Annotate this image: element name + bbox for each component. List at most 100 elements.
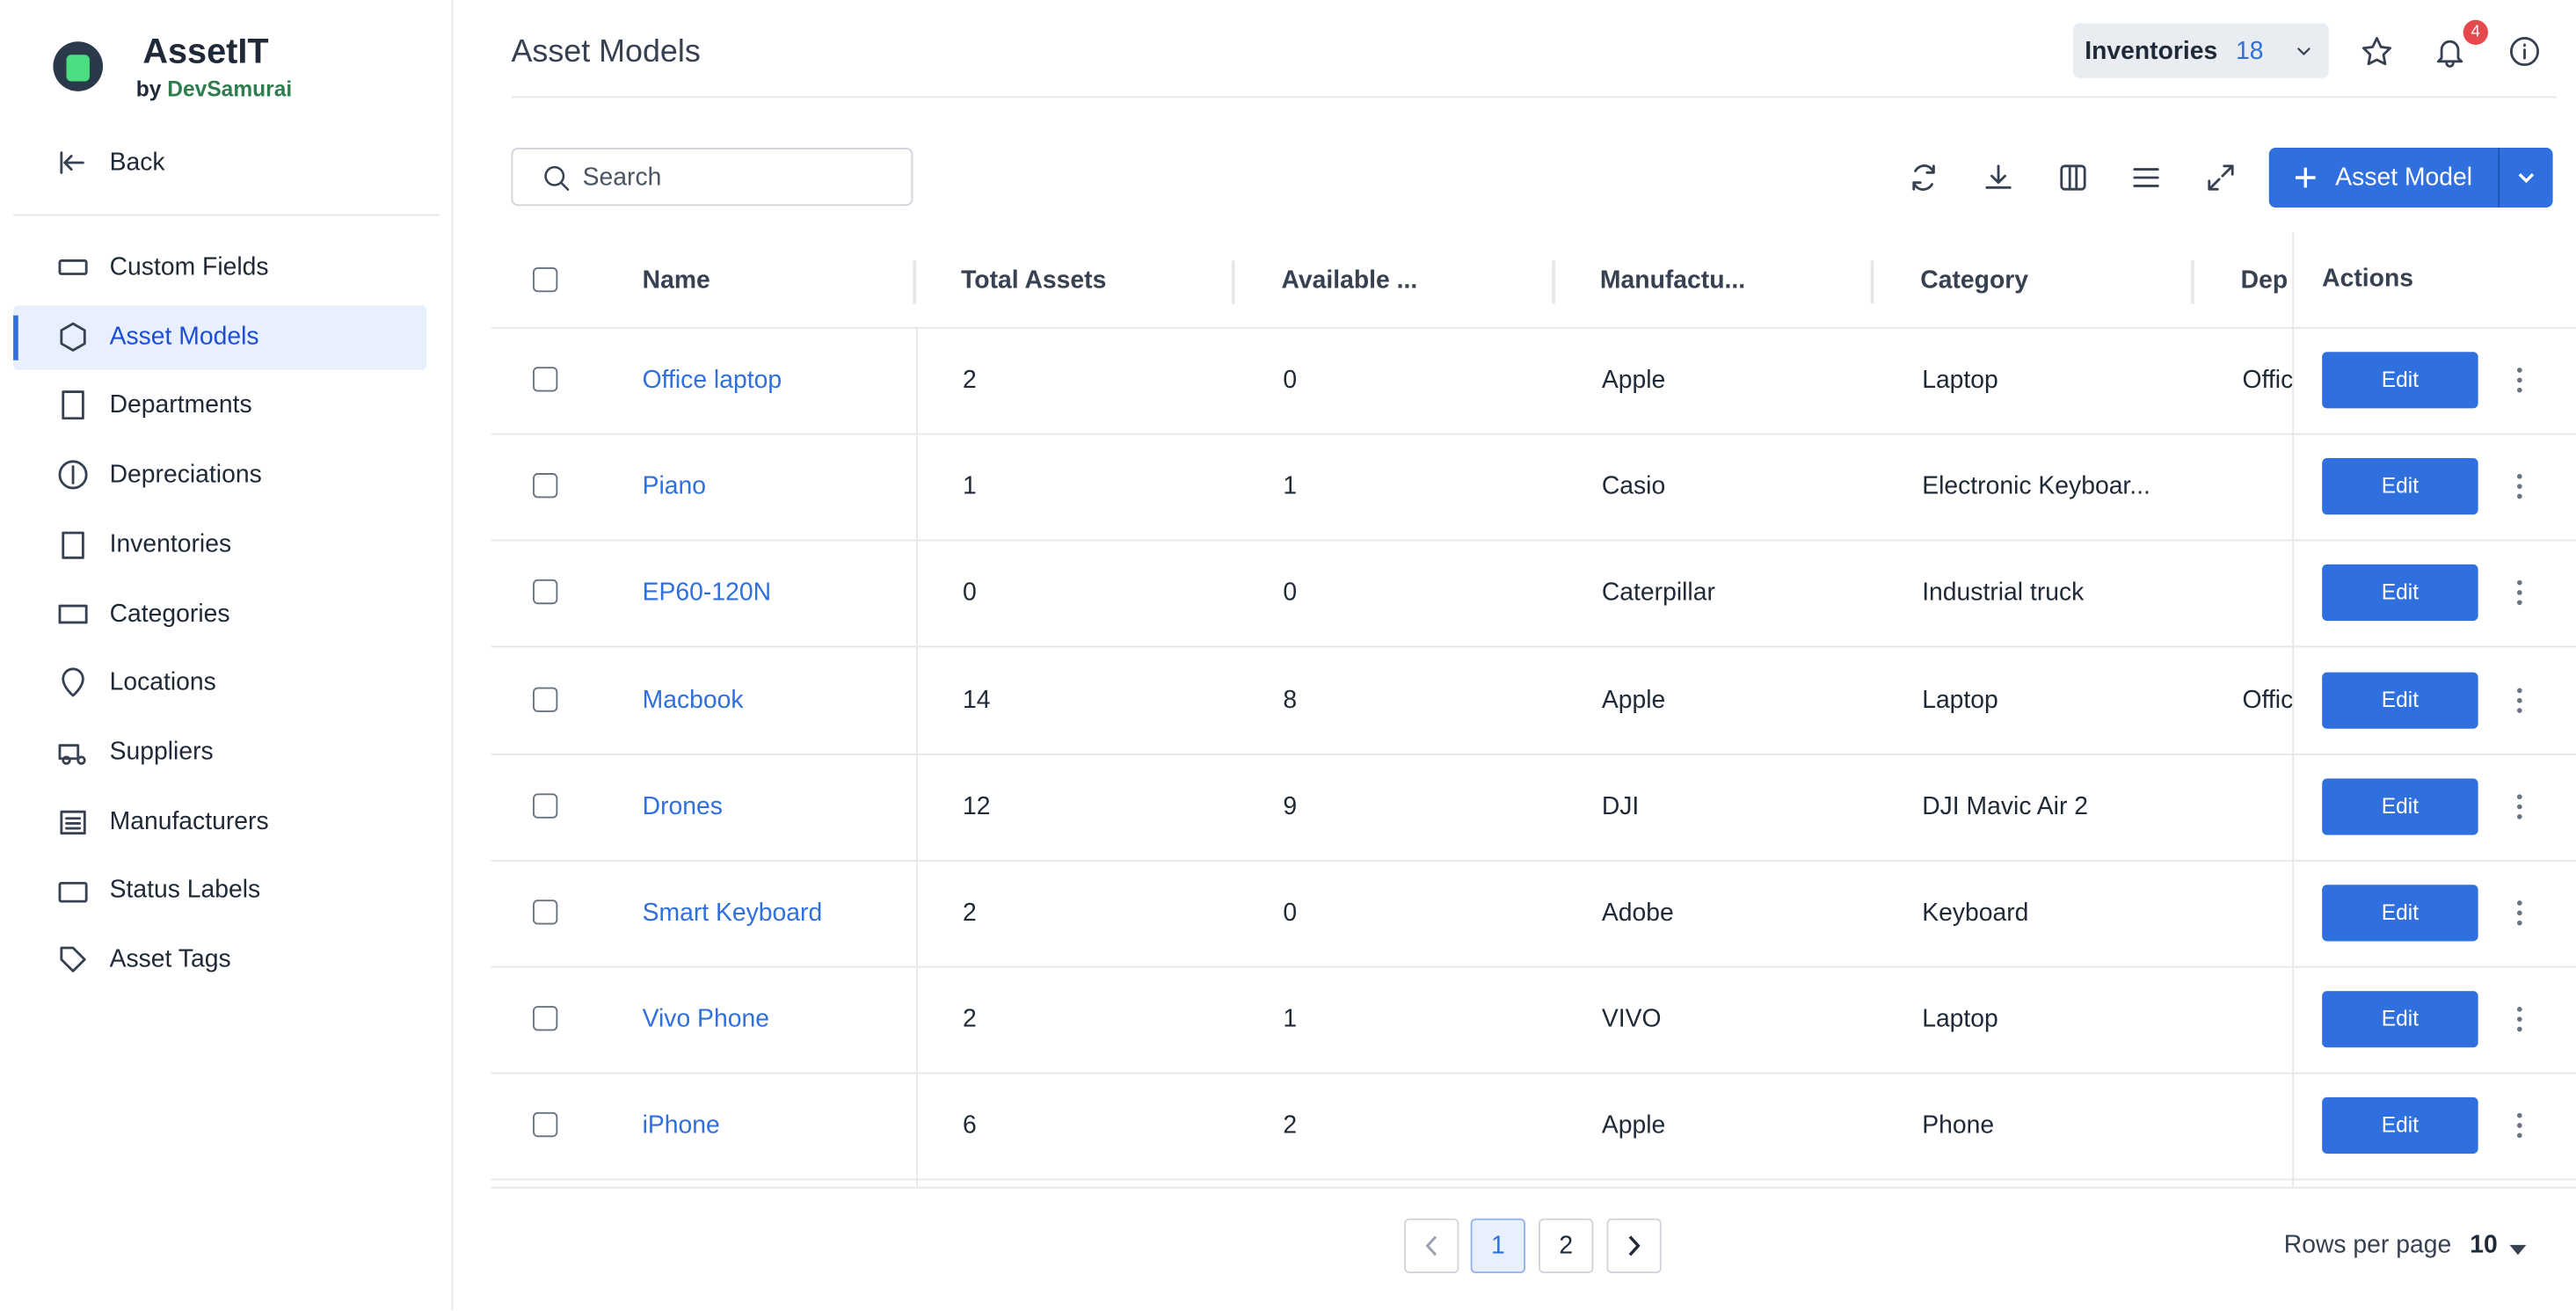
nav-icon[interactable] bbox=[56, 666, 90, 699]
nav-item[interactable]: Categories bbox=[109, 599, 230, 628]
rows-label: Rows per page bbox=[2283, 1230, 2452, 1259]
page-button[interactable]: 2 bbox=[1539, 1218, 1594, 1274]
back-link[interactable]: Back bbox=[109, 148, 165, 178]
nav-icon[interactable] bbox=[56, 735, 90, 768]
column-separator bbox=[2191, 260, 2194, 304]
divider bbox=[13, 214, 440, 216]
star-icon[interactable] bbox=[2361, 35, 2394, 69]
row-checkbox[interactable] bbox=[533, 473, 558, 499]
actions-row-border bbox=[2292, 539, 2576, 542]
info-icon[interactable] bbox=[2508, 35, 2542, 69]
next-page[interactable] bbox=[1606, 1218, 1662, 1274]
back-icon[interactable] bbox=[56, 146, 90, 179]
model-link[interactable]: Smart Keyboard bbox=[642, 899, 823, 928]
nav-item[interactable]: Custom Fields bbox=[109, 252, 269, 281]
nav-item[interactable]: Locations bbox=[109, 668, 216, 697]
nav-item[interactable]: Suppliers bbox=[109, 737, 214, 767]
nav-item[interactable]: Asset Tags bbox=[109, 945, 231, 974]
cell: Casio bbox=[1601, 472, 1666, 501]
toolbar-icon[interactable] bbox=[1907, 161, 1940, 194]
row-menu[interactable] bbox=[2514, 791, 2524, 821]
column-separator bbox=[913, 260, 917, 304]
row-menu[interactable] bbox=[2514, 472, 2524, 502]
nav-item[interactable]: Asset Models bbox=[109, 322, 259, 351]
column-header[interactable]: Category bbox=[1920, 266, 2029, 295]
inventory-switch[interactable]: Inventories 18 bbox=[2072, 23, 2329, 78]
row-menu[interactable] bbox=[2514, 898, 2524, 928]
actions-row-border bbox=[2292, 965, 2576, 968]
model-link[interactable]: Macbook bbox=[642, 685, 744, 714]
row-checkbox[interactable] bbox=[533, 1006, 558, 1031]
add-plus-icon bbox=[2290, 163, 2320, 193]
add-caret bbox=[2513, 164, 2539, 191]
nav-icon[interactable] bbox=[56, 805, 90, 838]
page-button[interactable]: 1 bbox=[1470, 1218, 1525, 1274]
row-border bbox=[491, 646, 2576, 649]
cell: 2 bbox=[962, 366, 977, 395]
edit-button[interactable]: Edit bbox=[2322, 671, 2478, 729]
column-header[interactable]: Manufactu... bbox=[1599, 266, 1746, 295]
nav-icon[interactable] bbox=[56, 597, 90, 630]
cell: DJI bbox=[1601, 792, 1640, 821]
model-link[interactable]: Office laptop bbox=[642, 366, 782, 395]
bell-icon[interactable] bbox=[2434, 35, 2467, 69]
nav-icon[interactable] bbox=[56, 874, 90, 907]
search-icon bbox=[541, 163, 571, 193]
header-checkbox[interactable] bbox=[533, 266, 558, 293]
nav-icon[interactable] bbox=[56, 320, 90, 353]
row-checkbox[interactable] bbox=[533, 367, 558, 392]
column-header[interactable]: Name bbox=[642, 266, 710, 295]
model-link[interactable]: Piano bbox=[642, 472, 707, 501]
edit-button[interactable]: Edit bbox=[2322, 991, 2478, 1048]
column-header[interactable]: Available ... bbox=[1281, 266, 1418, 295]
cell: Caterpillar bbox=[1601, 579, 1715, 608]
row-checkbox[interactable] bbox=[533, 686, 558, 712]
row-menu[interactable] bbox=[2514, 579, 2524, 608]
nav-icon[interactable] bbox=[56, 458, 90, 492]
column-header[interactable]: Dep bbox=[2240, 266, 2289, 295]
rows-caret[interactable] bbox=[2508, 1236, 2529, 1256]
inventory-count: 18 bbox=[2236, 37, 2264, 66]
toolbar-icon[interactable] bbox=[2130, 161, 2164, 194]
toolbar-icon[interactable] bbox=[2204, 161, 2238, 194]
row-checkbox[interactable] bbox=[533, 579, 558, 605]
row-checkbox[interactable] bbox=[533, 793, 558, 819]
add-button[interactable]: Asset Model bbox=[2268, 148, 2553, 208]
row-checkbox[interactable] bbox=[533, 1112, 558, 1138]
app-by: by DevSamurai bbox=[136, 76, 292, 101]
edit-button[interactable]: Edit bbox=[2322, 1097, 2478, 1154]
row-menu[interactable] bbox=[2514, 365, 2524, 395]
actions-row-border bbox=[2292, 646, 2576, 649]
add-split bbox=[2498, 148, 2500, 208]
column-header[interactable]: Total Assets bbox=[961, 266, 1107, 295]
model-link[interactable]: EP60-120N bbox=[642, 579, 772, 608]
rows-value[interactable]: 10 bbox=[2470, 1230, 2498, 1259]
edit-button[interactable]: Edit bbox=[2322, 458, 2478, 515]
edit-button[interactable]: Edit bbox=[2322, 564, 2478, 622]
nav-item[interactable]: Depreciations bbox=[109, 461, 262, 490]
nav-icon[interactable] bbox=[56, 528, 90, 561]
nav-icon[interactable] bbox=[56, 943, 90, 976]
prev-page[interactable] bbox=[1404, 1218, 1459, 1274]
nav-item[interactable]: Inventories bbox=[109, 529, 232, 558]
nav-item[interactable]: Status Labels bbox=[109, 876, 261, 905]
row-checkbox[interactable] bbox=[533, 899, 558, 925]
nav-icon[interactable] bbox=[56, 251, 90, 284]
nav-item[interactable]: Departments bbox=[109, 391, 252, 420]
row-menu[interactable] bbox=[2514, 685, 2524, 715]
toolbar-icon[interactable] bbox=[2056, 161, 2089, 194]
edit-button[interactable]: Edit bbox=[2322, 778, 2478, 835]
model-link[interactable]: Drones bbox=[642, 792, 723, 821]
cell: 1 bbox=[1283, 1005, 1298, 1034]
nav-item[interactable]: Manufacturers bbox=[109, 806, 269, 835]
row-menu[interactable] bbox=[2514, 1111, 2524, 1141]
model-link[interactable]: Vivo Phone bbox=[642, 1005, 769, 1034]
edit-button[interactable]: Edit bbox=[2322, 885, 2478, 942]
inventory-caret[interactable] bbox=[2290, 38, 2317, 64]
toolbar-icon[interactable] bbox=[1982, 161, 2015, 194]
row-menu[interactable] bbox=[2514, 1005, 2524, 1035]
search-box[interactable]: Search bbox=[511, 148, 913, 207]
model-link[interactable]: iPhone bbox=[642, 1111, 720, 1140]
edit-button[interactable]: Edit bbox=[2322, 352, 2478, 409]
nav-icon[interactable] bbox=[56, 390, 90, 423]
